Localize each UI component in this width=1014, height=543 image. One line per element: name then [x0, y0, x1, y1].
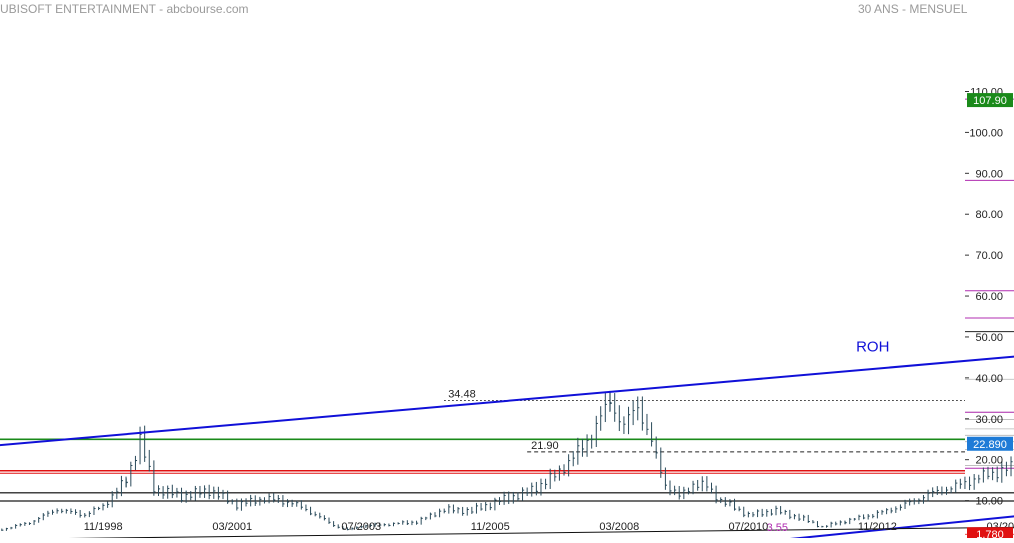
chart-period-label: 30 ANS - MENSUEL [858, 2, 968, 16]
level-label: 34.48 [448, 388, 476, 400]
x-tick-label: 03/2001 [212, 521, 252, 533]
y-tick-label: 80.00 [975, 209, 1003, 221]
y-tick-label: 50.00 [975, 332, 1003, 344]
trendline-label-roh: ROH [856, 338, 889, 355]
y-tick-label: 40.00 [975, 373, 1003, 385]
x-tick-label: 07/2003 [341, 521, 381, 533]
support-zone-rect [0, 492, 1014, 502]
x-tick-label: 11/2012 [858, 521, 897, 533]
price-badge: 107.90 [973, 95, 1007, 107]
last-price-badge: 22.890 [973, 439, 1007, 451]
chart-source-title: UBISOFT ENTERTAINMENT - abcbourse.com [0, 2, 249, 16]
x-tick-label: 03/2008 [599, 521, 639, 533]
price-badge: 1.780 [976, 529, 1004, 538]
y-tick-label: 90.00 [975, 168, 1003, 180]
y-tick-label: 100.00 [969, 127, 1003, 139]
level-label: 21.90 [531, 440, 559, 452]
y-tick-label: 10.00 [975, 496, 1003, 508]
price-badge-bg [967, 93, 1013, 108]
x-tick-label: 11/2005 [471, 521, 510, 533]
y-tick-label: 20.00 [975, 455, 1003, 467]
value-label: 3.55 [767, 522, 788, 534]
trendline-base [0, 526, 1014, 540]
y-tick-label: 70.00 [975, 250, 1003, 262]
x-tick-label: 11/1998 [84, 521, 123, 533]
trendline-roh [0, 355, 1014, 447]
x-tick-label: 07/2010 [728, 521, 768, 533]
y-tick-label: 30.00 [975, 414, 1003, 426]
y-tick-label: 60.00 [975, 291, 1003, 303]
last-price-badge-bg [967, 436, 1013, 451]
